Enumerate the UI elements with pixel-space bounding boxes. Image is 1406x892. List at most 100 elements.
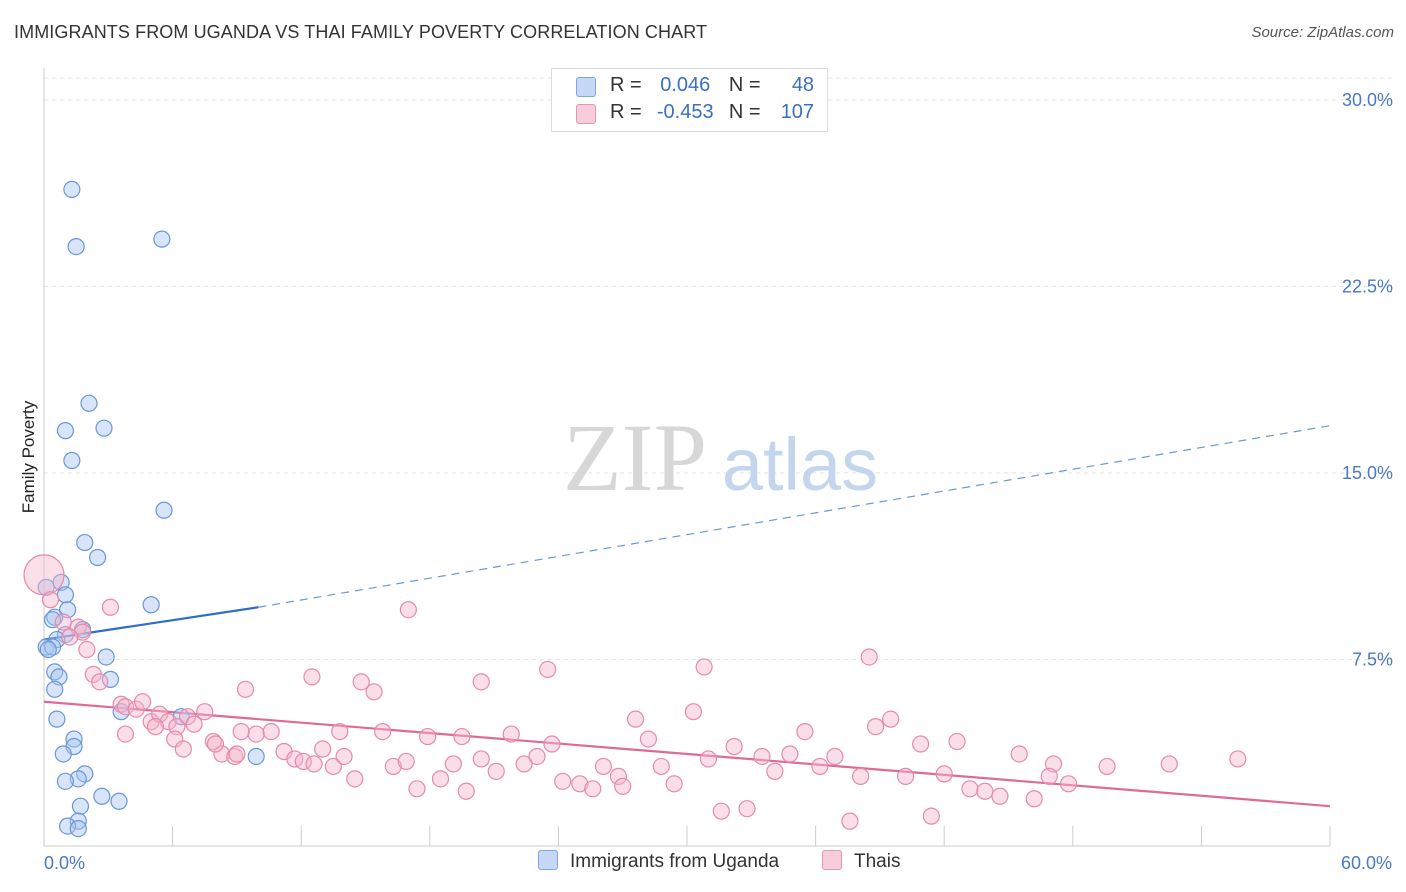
y-axis-label: Family Poverty <box>19 400 38 513</box>
thais-point <box>453 727 471 746</box>
uganda-point <box>80 394 98 412</box>
thais-point <box>294 752 312 771</box>
thais-point <box>502 725 520 743</box>
thais-point <box>444 755 462 773</box>
thais-point <box>852 767 870 785</box>
uganda-point <box>37 638 55 656</box>
source-label: Source: ZipAtlas.com <box>1251 24 1394 41</box>
thais-point <box>1229 750 1247 768</box>
n-value: 48 <box>791 74 815 96</box>
thais-point <box>695 658 713 676</box>
uganda-point <box>56 422 75 440</box>
thais-point <box>699 750 718 768</box>
uganda-point <box>88 548 107 567</box>
n-value: 107 <box>780 101 815 123</box>
thais-point <box>922 807 940 825</box>
uganda-point <box>58 817 77 835</box>
thais-point <box>305 755 323 773</box>
thais-point <box>991 787 1009 805</box>
thais-point <box>101 598 120 616</box>
n-label: N = <box>728 101 761 123</box>
thais-point <box>335 747 353 766</box>
n-label: N = <box>728 74 761 96</box>
thais-point <box>408 780 426 798</box>
thais-point <box>91 673 109 691</box>
uganda-point <box>153 230 171 248</box>
thais-point <box>766 762 784 780</box>
uganda-point <box>39 640 57 659</box>
thais-point <box>882 710 900 728</box>
thais-point <box>352 673 370 691</box>
axes <box>43 68 1331 847</box>
uganda-point <box>142 596 160 614</box>
uganda-point <box>172 708 190 726</box>
y-tick-label: 7.5% <box>1352 649 1393 669</box>
thais-point <box>652 757 670 776</box>
uganda-point <box>67 238 85 256</box>
y-tick-label: 30.0% <box>1342 90 1393 110</box>
thais-point <box>314 740 332 758</box>
thais-point <box>61 628 79 646</box>
thais-point <box>867 718 885 736</box>
uganda-swatch <box>576 77 596 97</box>
thais-point <box>457 782 475 800</box>
thais-swatch <box>576 104 596 124</box>
thais-point <box>841 812 859 830</box>
uganda-point <box>63 180 81 199</box>
thais-point <box>365 683 383 701</box>
thais-point <box>73 623 92 641</box>
uganda-point <box>71 797 90 815</box>
thais-point <box>539 660 557 679</box>
thais-point <box>684 703 703 721</box>
chart-title: IMMIGRANTS FROM UGANDA VS THAI FAMILY PO… <box>14 22 708 42</box>
uganda-point <box>101 670 120 688</box>
thais-point <box>626 710 645 728</box>
r-label: R = <box>610 74 642 96</box>
legend-label: Immigrants from Uganda <box>570 851 780 872</box>
uganda-point <box>69 819 87 838</box>
legend-item-thais[interactable]: Thais <box>822 850 900 873</box>
thais-point <box>961 780 979 798</box>
uganda-point <box>95 419 113 437</box>
thais-point <box>860 648 878 666</box>
uganda-point <box>69 770 87 788</box>
thais-point <box>331 722 349 741</box>
uganda-point <box>48 710 66 728</box>
thais-point <box>185 715 203 733</box>
thais-point <box>976 782 994 800</box>
thais-point <box>236 680 255 698</box>
thais-point <box>712 802 730 820</box>
thais-point <box>206 735 225 753</box>
thais-point <box>1098 757 1116 776</box>
uganda-point <box>63 451 81 470</box>
thais-point <box>1059 775 1078 793</box>
stats-legend: R = 0.046 N = 48 R = -0.453 N = 107 <box>551 68 828 132</box>
uganda-point <box>54 745 72 763</box>
thais-point <box>247 725 265 743</box>
thais-point <box>168 718 186 736</box>
uganda-legend-swatch <box>538 850 558 870</box>
thais-point <box>796 722 814 741</box>
thais-point <box>571 775 589 793</box>
thais-point <box>811 757 829 776</box>
thais-point <box>472 673 490 691</box>
thais-legend-swatch <box>822 850 842 870</box>
r-value: -0.453 <box>656 101 714 123</box>
thais-point <box>826 747 844 766</box>
data-points <box>23 180 1247 838</box>
legend-item-uganda[interactable]: Immigrants from Uganda <box>538 850 779 873</box>
uganda-point <box>110 792 128 810</box>
thais-point <box>897 767 915 785</box>
thais-point <box>54 613 72 631</box>
thais-point <box>374 722 392 741</box>
thais-trend-line <box>43 700 1331 808</box>
thais-point <box>159 713 177 731</box>
thais-point <box>935 765 953 783</box>
legend-label: Thais <box>854 851 901 872</box>
thais-point <box>196 703 214 721</box>
uganda-point <box>56 772 75 790</box>
uganda-point <box>46 680 64 698</box>
x-tick-label: 0.0% <box>44 853 85 873</box>
thais-point <box>41 591 60 609</box>
